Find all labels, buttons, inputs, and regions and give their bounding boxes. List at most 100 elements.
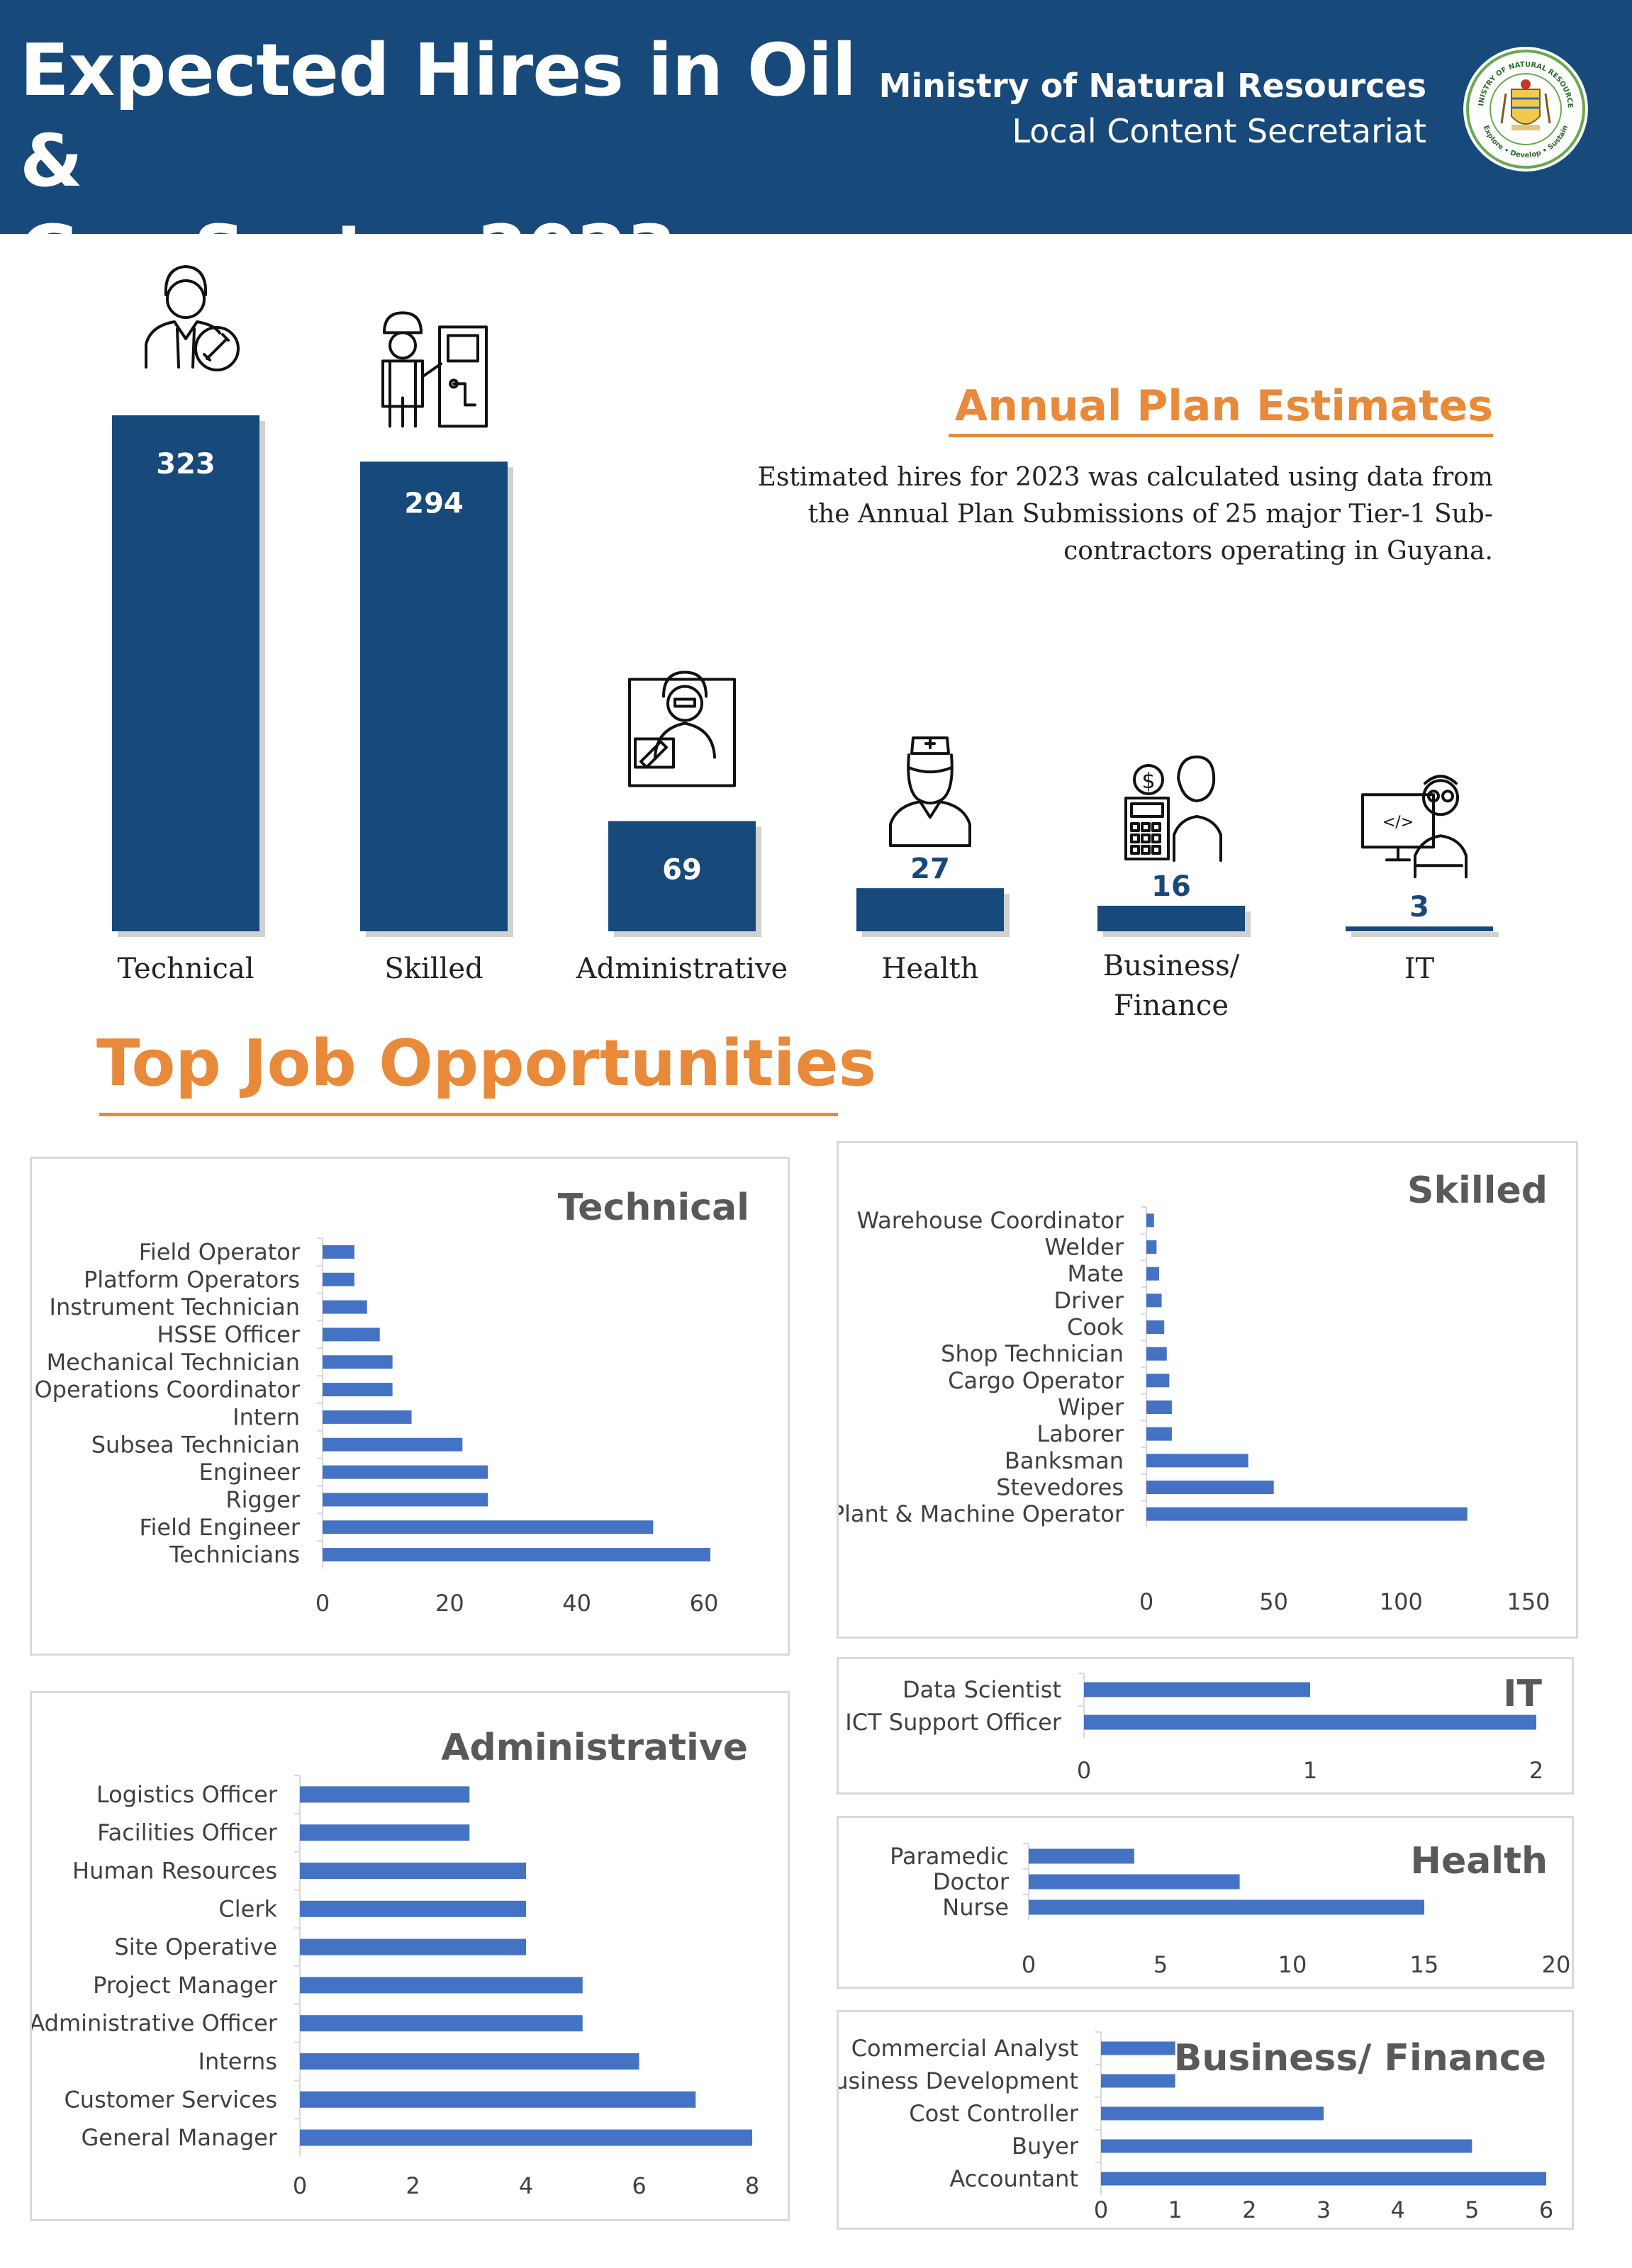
x-tick-label: 1 <box>1303 1757 1317 1784</box>
bar-mate <box>1146 1267 1159 1281</box>
bar-human-resources <box>300 1863 526 1879</box>
bar-customer-services <box>300 2091 696 2108</box>
bar-administrative-officer <box>300 2015 583 2032</box>
x-tick-label: 6 <box>1539 2196 1553 2223</box>
title-line-1: Expected Hires in Oil & <box>20 28 856 203</box>
bar-mechanical-technician <box>323 1355 393 1369</box>
category-label: Commercial Analyst <box>851 2035 1078 2062</box>
org-name: Ministry of Natural Resources <box>878 67 1426 105</box>
it-developer-icon: </> <box>1361 775 1468 879</box>
bar-operations-coordinator <box>323 1383 393 1397</box>
bar-commercial-analyst <box>1101 2041 1175 2055</box>
x-tick-label: 5 <box>1465 2196 1479 2223</box>
x-tick-label: 2 <box>1529 1757 1543 1784</box>
business-finance-bar-chart: Business/ Finance Commercial Analyst Busin… <box>818 2031 1553 2223</box>
bar-technical <box>112 415 259 931</box>
it-bar-chart: IT Data Scientist ICT Support Officer 0 1 2 <box>845 1673 1543 1784</box>
x-tick-label: 0 <box>1139 1588 1153 1615</box>
x-tick-label: 2 <box>1242 2196 1256 2223</box>
skilled-bar-chart: Skilled Warehouse CoordinatorWelderMateDr… <box>831 1169 1550 1615</box>
bar-subsea-technician <box>323 1437 463 1452</box>
category-label: Skilled <box>384 953 483 985</box>
administrative-chart-panel: Administrative Logistics Officer Facilitie… <box>29 1691 790 2221</box>
category-label: Cook <box>1067 1314 1124 1341</box>
bar-administrative <box>608 821 756 931</box>
org-department: Local Content Secretariat <box>1012 112 1426 150</box>
health-chart-panel: Health Paramedic Doctor Nurse 0 5 10 15 20 <box>837 1816 1574 1989</box>
x-tick-label: 15 <box>1410 1951 1439 1978</box>
administrator-icon <box>628 670 736 787</box>
x-tick-label: 20 <box>1542 1951 1571 1978</box>
chart-title: IT <box>1503 1673 1542 1715</box>
x-tick-label: 50 <box>1259 1588 1288 1615</box>
x-tick-label: 60 <box>690 1590 719 1617</box>
category-label: Finance <box>1114 989 1229 1022</box>
category-label: Mechanical Technician <box>47 1349 300 1376</box>
category-label: Site Operative <box>114 1933 277 1960</box>
bar-cargo-operator <box>1146 1374 1170 1388</box>
bar-ict-support-officer <box>1084 1714 1536 1730</box>
x-tick-label: 2 <box>406 2172 420 2199</box>
bar-clerk <box>300 1900 526 1917</box>
annual-plan-title: Annual Plan Estimates <box>954 381 1493 431</box>
bar-warehouse-coordinator <box>1146 1213 1154 1228</box>
bar-instrument-technician <box>323 1300 367 1314</box>
bar-doctor <box>1029 1874 1240 1890</box>
category-label: ICT Support Officer <box>845 1709 1062 1736</box>
bar-platform-operators <box>323 1272 354 1286</box>
bar-site-operative <box>300 1938 526 1955</box>
it-chart-panel: IT Data Scientist ICT Support Officer 0 1 2 <box>837 1657 1574 1795</box>
x-tick-label: 0 <box>1077 1757 1091 1784</box>
bar-project-manager <box>300 1977 583 1994</box>
bar-intern <box>323 1410 412 1424</box>
category-label: Welder <box>1045 1234 1124 1261</box>
x-tick-label: 20 <box>435 1590 464 1617</box>
skilled-chart-panel: Skilled Warehouse Coordinator Welder Mate Dr… <box>831 1141 1578 1639</box>
chart-title: Administrative <box>441 1727 748 1769</box>
annual-plan-description: Estimated hires for 2023 was calculated … <box>757 463 1493 566</box>
bar-rigger <box>323 1493 488 1507</box>
category-label: Health <box>881 953 978 985</box>
category-label: Banksman <box>1005 1447 1124 1474</box>
category-label: Human Resources <box>72 1858 277 1885</box>
category-label: Field Engineer <box>139 1514 300 1541</box>
bar-paramedic <box>1029 1848 1134 1864</box>
category-label: Data Scientist <box>902 1676 1061 1703</box>
x-tick-label: 150 <box>1507 1588 1550 1615</box>
svg-text:$: $ <box>1141 769 1155 794</box>
skilled-worker-icon <box>381 311 488 428</box>
category-label: Engineer <box>199 1459 300 1486</box>
category-label: Cargo Operator <box>948 1367 1124 1394</box>
category-label: Stevedores <box>996 1474 1124 1501</box>
bar-wiper <box>1146 1400 1172 1414</box>
category-label: Driver <box>1054 1287 1124 1314</box>
bar-value-label: 3 <box>1409 891 1429 924</box>
x-tick-label: 5 <box>1153 1951 1168 1978</box>
category-label: Administrative <box>576 953 788 985</box>
bar-data-scientist <box>1084 1682 1310 1697</box>
chart-title: Health <box>1410 1840 1548 1882</box>
bar-business-finance <box>1097 905 1245 931</box>
finance-icon: $ <box>1124 755 1222 862</box>
x-tick-label: 3 <box>1317 2196 1331 2223</box>
category-label: Warehouse Coordinator <box>857 1207 1124 1234</box>
bar-logistics-officer <box>300 1786 470 1803</box>
bar-engineer <box>323 1465 488 1479</box>
bar-general-manager <box>300 2129 752 2146</box>
bar-field-engineer <box>323 1520 654 1534</box>
bar-value-label: 16 <box>1151 870 1191 903</box>
category-label: Rigger <box>225 1486 300 1513</box>
main-category-chart: 323 Technical 294 Skilled 69 Administrative 27… <box>112 265 1499 1022</box>
bar-business-development <box>1101 2074 1175 2088</box>
nurse-icon <box>889 736 971 848</box>
category-label: Mate <box>1068 1260 1124 1287</box>
bar-hsse-officer <box>323 1327 380 1342</box>
category-label: Laborer <box>1036 1420 1124 1447</box>
bar-cost-controller <box>1101 2106 1324 2121</box>
category-label: Cost Controller <box>909 2100 1079 2127</box>
x-tick-label: 4 <box>519 2172 533 2199</box>
top-jobs-title: Top Job Opportunities <box>96 1026 877 1101</box>
category-label: Project Manager <box>93 1972 278 1999</box>
bar-accountant <box>1101 2172 1546 2186</box>
x-tick-label: 8 <box>745 2172 759 2199</box>
